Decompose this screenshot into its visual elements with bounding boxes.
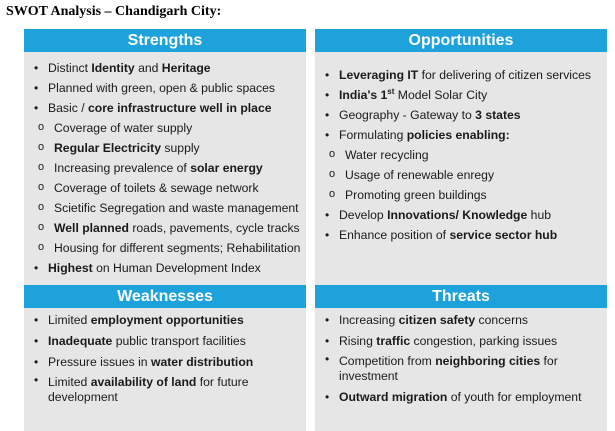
opportunities-panel: Opportunities Leveraging IT for deliveri… [315,29,607,306]
list-item: Inadequate public transport facilities [34,331,300,352]
list-item: Highest on Human Development Index [34,258,300,278]
list-item: India's 1st Model Solar City [325,85,601,105]
list-item: Basic / core infrastructure well in plac… [34,98,300,118]
list-item: Outward migration of youth for employmen… [325,387,601,408]
opportunities-list: Leveraging IT for delivering of citizen … [325,65,601,245]
opportunities-header: Opportunities [315,29,607,52]
strengths-header: Strengths [24,29,306,52]
list-item: Rising traffic congestion, parking issue… [325,331,601,352]
list-item: Develop Innovations/ Knowledge hub [325,205,601,225]
weaknesses-panel: Weaknesses Limited employment opportunit… [24,285,306,431]
list-item: Limited availability of land for future … [34,373,300,408]
list-item: Formulating policies enabling: [325,125,601,145]
list-item: Geography - Gateway to 3 states [325,105,601,125]
sub-list-item: Coverage of toilets & sewage network [34,177,300,198]
strengths-list: Distinct Identity and HeritagePlanned wi… [34,58,300,278]
list-item: Increasing citizen safety concerns [325,310,601,331]
sub-list-item: Coverage of water supply [34,117,300,138]
sub-list-item: Water recycling [325,144,601,165]
sub-list-item: Housing for different segments; Rehabili… [34,237,300,258]
list-item: Enhance position of service sector hub [325,225,601,245]
threats-list: Increasing citizen safety concernsRising… [325,310,601,408]
threats-panel: Threats Increasing citizen safety concer… [315,285,607,431]
list-item: Planned with green, open & public spaces [34,78,300,98]
sub-list-item: Well planned roads, pavements, cycle tra… [34,217,300,238]
threats-body: Increasing citizen safety concernsRising… [315,308,607,431]
list-item: Limited employment opportunities [34,310,300,331]
weaknesses-body: Limited employment opportunitiesInadequa… [24,308,306,431]
sub-list-item: Scietific Segregation and waste manageme… [34,197,300,218]
weaknesses-list: Limited employment opportunitiesInadequa… [34,310,300,408]
sub-list-item: Increasing prevalence of solar energy [34,157,300,178]
list-item: Competition from neighboring cities for … [325,352,601,387]
list-item: Pressure issues in water distribution [34,352,300,373]
sub-list-item: Promoting green buildings [325,184,601,205]
list-item: Distinct Identity and Heritage [34,58,300,78]
threats-header: Threats [315,285,607,308]
sub-list-item: Usage of renewable enregy [325,164,601,185]
weaknesses-header: Weaknesses [24,285,306,308]
strengths-panel: Strengths Distinct Identity and Heritage… [24,29,306,306]
strengths-body: Distinct Identity and HeritagePlanned wi… [24,52,306,306]
page-title: SWOT Analysis – Chandigarh City: [6,4,222,19]
opportunities-body: Leveraging IT for delivering of citizen … [315,52,607,306]
sub-list-item: Regular Electricity supply [34,137,300,158]
list-item: Leveraging IT for delivering of citizen … [325,65,601,85]
